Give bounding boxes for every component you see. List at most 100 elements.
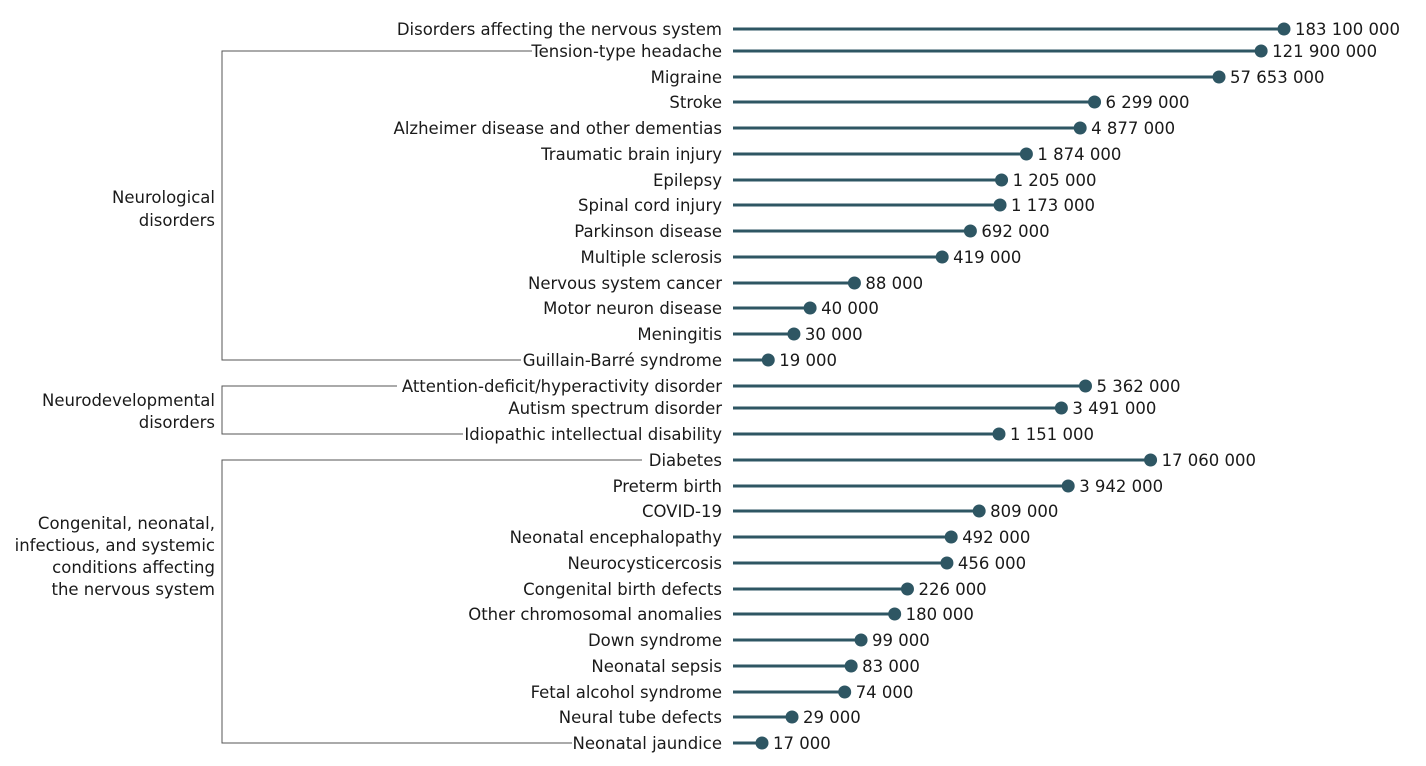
row-stroke: Stroke 6 299 000 xyxy=(669,93,1189,112)
value-label: 809 000 xyxy=(990,502,1058,521)
category-label: Neurocysticercosis xyxy=(567,554,722,573)
group-label-line: disorders xyxy=(139,413,215,432)
bracket-neurodevelopmental: Neurodevelopmental disorders xyxy=(42,385,463,435)
category-label: Multiple sclerosis xyxy=(581,248,722,267)
lollipop-dot xyxy=(1088,95,1102,109)
lollipop-dot xyxy=(935,250,949,264)
lollipop-dot xyxy=(963,224,977,238)
category-label: Idiopathic intellectual disability xyxy=(464,425,722,444)
category-label: Motor neuron disease xyxy=(543,299,722,318)
category-label: Attention-deficit/hyperactivity disorder xyxy=(402,377,722,396)
group-label-line: Neurological xyxy=(112,188,215,207)
value-label: 19 000 xyxy=(779,351,837,370)
lollipop-dot xyxy=(838,685,852,699)
value-label: 183 100 000 xyxy=(1295,20,1400,39)
group-label-line: conditions affecting xyxy=(52,558,215,577)
group-label-line: the nervous system xyxy=(51,580,215,599)
row-nervous-system-cancer: Nervous system cancer 88 000 xyxy=(528,274,923,293)
value-label: 30 000 xyxy=(805,325,863,344)
row-neonatal-jaundice: Neonatal jaundice 17 000 xyxy=(573,734,831,753)
lollipop-dot xyxy=(888,607,902,621)
value-label: 1 151 000 xyxy=(1010,425,1094,444)
group-label-line: infectious, and systemic xyxy=(15,536,215,555)
category-label: Stroke xyxy=(669,93,722,112)
category-label: Fetal alcohol syndrome xyxy=(531,683,722,702)
value-label: 6 299 000 xyxy=(1106,93,1190,112)
lollipop-dot xyxy=(854,633,868,647)
row-migraine: Migraine 57 653 000 xyxy=(651,68,1325,87)
row-diabetes: Diabetes 17 060 000 xyxy=(649,451,1256,470)
row-tension-type-headache: Tension-type headache 121 900 000 xyxy=(530,42,1377,61)
group-label-line: Congenital, neonatal, xyxy=(38,514,215,533)
row-spinal-cord-injury: Spinal cord injury 1 173 000 xyxy=(578,196,1095,215)
value-label: 17 060 000 xyxy=(1162,451,1256,470)
row-traumatic-brain-injury: Traumatic brain injury 1 874 000 xyxy=(540,145,1121,164)
lollipop-dot xyxy=(755,736,769,750)
category-label: Alzheimer disease and other dementias xyxy=(394,119,722,138)
row-epilepsy: Epilepsy 1 205 000 xyxy=(653,171,1097,190)
row-neonatal-sepsis: Neonatal sepsis 83 000 xyxy=(591,657,919,676)
category-label: Parkinson disease xyxy=(574,222,722,241)
row-neurocysticercosis: Neurocysticercosis 456 000 xyxy=(567,554,1026,573)
value-label: 40 000 xyxy=(821,299,879,318)
lollipop-dot xyxy=(1061,479,1075,493)
category-label: Nervous system cancer xyxy=(528,274,722,293)
category-label: Tension-type headache xyxy=(530,42,722,61)
row-other-chromosomal-anomalies: Other chromosomal anomalies 180 000 xyxy=(468,605,974,624)
group-label-line: disorders xyxy=(139,211,215,230)
value-label: 1 173 000 xyxy=(1011,196,1095,215)
category-label: Migraine xyxy=(651,68,722,87)
row-alzheimer-disease-and-other-dementias: Alzheimer disease and other dementias 4 8… xyxy=(394,119,1176,138)
group-brackets: Neurological disorders Neurodevelopmental d… xyxy=(15,50,642,744)
category-label: Epilepsy xyxy=(653,171,722,190)
chart-rows: Disorders affecting the nervous system 18… xyxy=(394,20,1400,753)
row-parkinson-disease: Parkinson disease 692 000 xyxy=(574,222,1049,241)
value-label: 226 000 xyxy=(918,580,986,599)
row-idiopathic-intellectual-disability: Idiopathic intellectual disability 1 151 … xyxy=(464,425,1094,444)
row-disorders-affecting-the-nervous-system: Disorders affecting the nervous system 18… xyxy=(397,20,1400,39)
lollipop-dot xyxy=(1144,453,1158,467)
row-autism-spectrum-disorder: Autism spectrum disorder 3 491 000 xyxy=(508,399,1156,418)
value-label: 492 000 xyxy=(962,528,1030,547)
row-down-syndrome: Down syndrome 99 000 xyxy=(588,631,930,650)
value-label: 1 205 000 xyxy=(1013,171,1097,190)
lollipop-dot xyxy=(1054,401,1068,415)
value-label: 99 000 xyxy=(872,631,930,650)
bracket-line xyxy=(221,459,642,744)
value-label: 1 874 000 xyxy=(1037,145,1121,164)
value-label: 121 900 000 xyxy=(1272,42,1377,61)
value-label: 180 000 xyxy=(906,605,974,624)
lollipop-dot xyxy=(944,530,958,544)
category-label: Neural tube defects xyxy=(559,708,722,727)
row-neural-tube-defects: Neural tube defects 29 000 xyxy=(559,708,861,727)
category-label: Disorders affecting the nervous system xyxy=(397,20,722,39)
bracket-congenital: Congenital, neonatal, infectious, and sys… xyxy=(15,459,642,744)
lollipop-dot xyxy=(1277,22,1291,36)
category-label: Preterm birth xyxy=(613,477,722,496)
lollipop-dot xyxy=(847,276,861,290)
bracket-neurological: Neurological disorders xyxy=(112,50,532,361)
lollipop-dot xyxy=(995,173,1009,187)
row-congenital-birth-defects: Congenital birth defects 226 000 xyxy=(523,580,987,599)
value-label: 74 000 xyxy=(856,683,914,702)
value-label: 83 000 xyxy=(862,657,920,676)
lollipop-dot xyxy=(761,353,775,367)
row-preterm-birth: Preterm birth 3 942 000 xyxy=(613,477,1164,496)
row-multiple-sclerosis: Multiple sclerosis 419 000 xyxy=(581,248,1022,267)
lollipop-dot xyxy=(1254,44,1268,58)
value-label: 692 000 xyxy=(981,222,1049,241)
value-label: 88 000 xyxy=(865,274,923,293)
value-label: 5 362 000 xyxy=(1096,377,1180,396)
bracket-line xyxy=(221,385,463,435)
value-label: 456 000 xyxy=(958,554,1026,573)
row-neonatal-encephalopathy: Neonatal encephalopathy 492 000 xyxy=(510,528,1031,547)
lollipop-dot xyxy=(785,710,799,724)
lollipop-dot xyxy=(900,582,914,596)
category-label: Other chromosomal anomalies xyxy=(468,605,722,624)
category-label: Neonatal jaundice xyxy=(573,734,722,753)
category-label: Diabetes xyxy=(649,451,722,470)
lollipop-dot xyxy=(844,659,858,673)
category-label: Guillain-Barré syndrome xyxy=(523,351,722,370)
value-label: 29 000 xyxy=(803,708,861,727)
